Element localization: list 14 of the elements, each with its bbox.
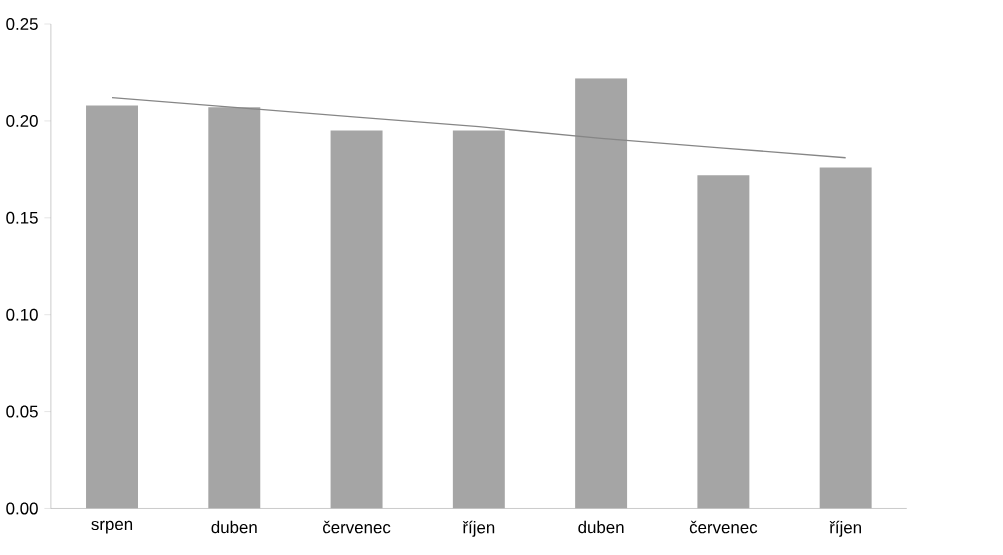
x-tick-label: duben bbox=[211, 520, 257, 534]
x-tick-label: červenec bbox=[689, 520, 758, 534]
x-tick-label: červenec bbox=[323, 520, 391, 534]
y-tick-label: 0.05 bbox=[6, 405, 38, 418]
x-tick-label: srpen bbox=[91, 520, 133, 534]
line-series bbox=[111, 96, 847, 159]
x-tick-label: duben bbox=[578, 520, 624, 534]
x-tick-label: říjen bbox=[462, 520, 495, 537]
y-tick-label: 0.20 bbox=[6, 114, 38, 127]
y-tick-label: 0.15 bbox=[6, 211, 38, 224]
y-tick-label: 0.00 bbox=[6, 502, 38, 515]
y-tick-label: 0.25 bbox=[6, 17, 38, 30]
y-tick-label: 0.10 bbox=[6, 308, 38, 321]
x-tick-label: říjen bbox=[829, 520, 861, 537]
